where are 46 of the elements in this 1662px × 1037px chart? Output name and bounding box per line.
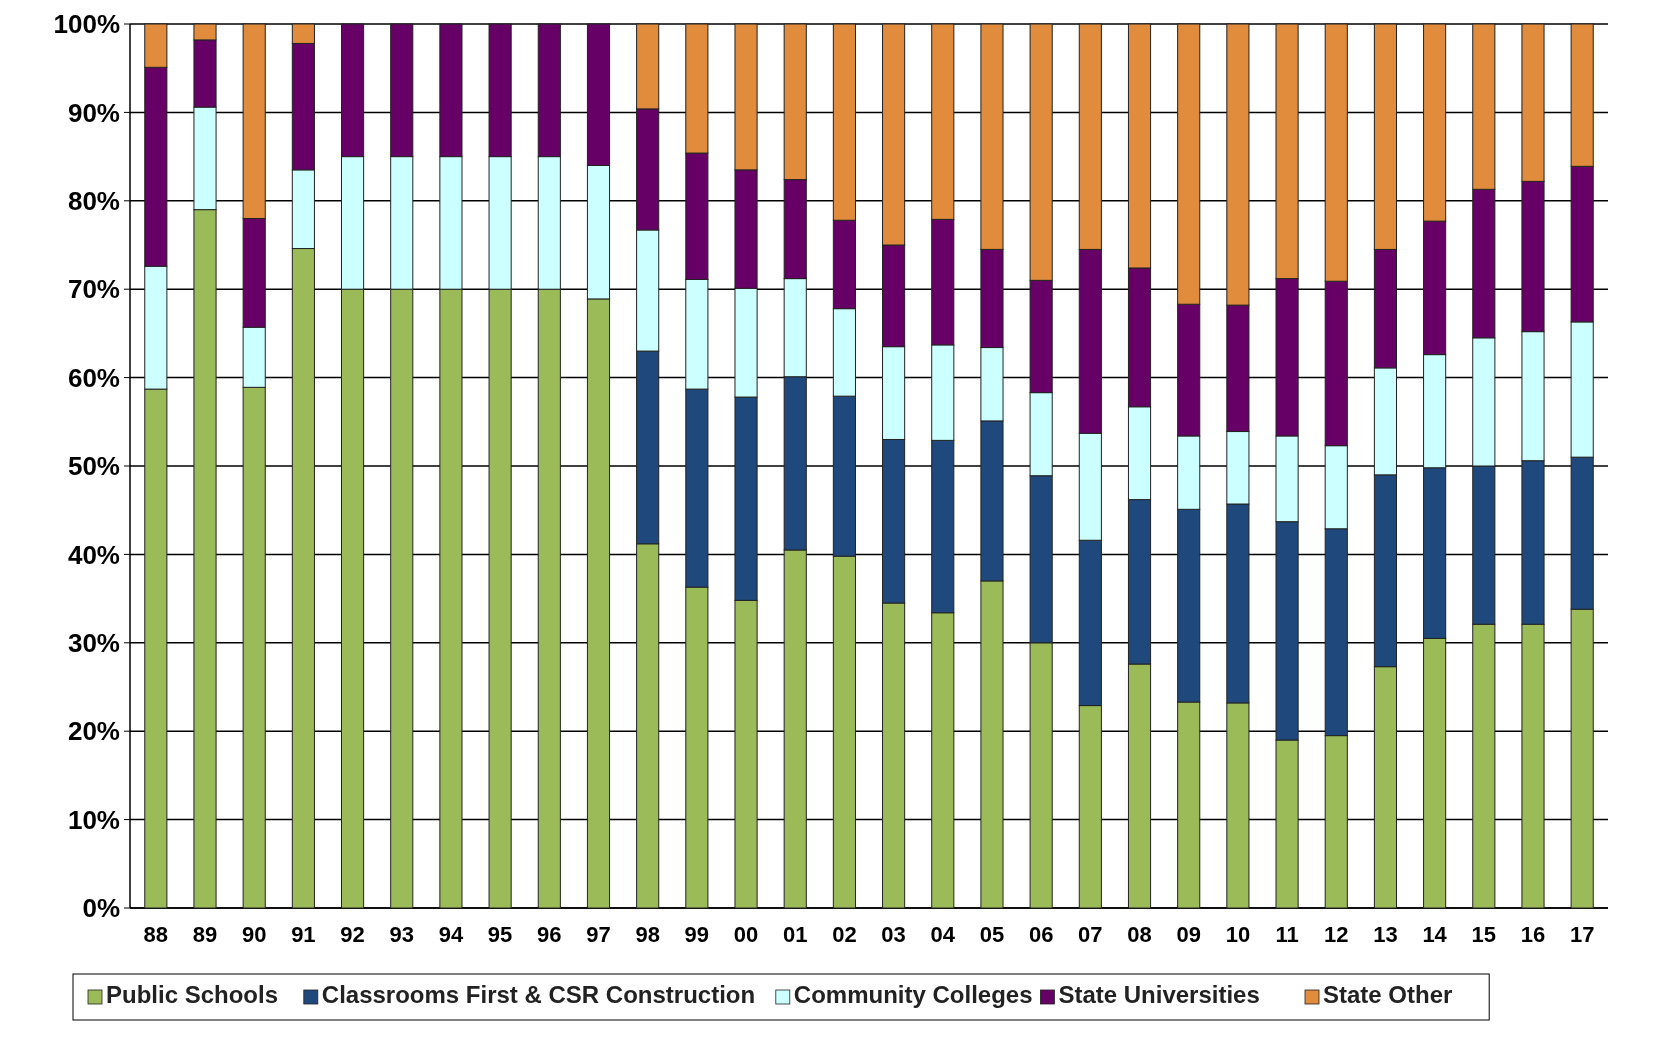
x-tick-label: 95 [487, 922, 513, 947]
y-tick-label: 100% [53, 9, 120, 40]
legend-label: State Universities [1058, 981, 1260, 1008]
x-tick-label: 17 [1569, 922, 1595, 947]
x-tick-label: 12 [1324, 922, 1349, 947]
y-tick-label: 60% [67, 362, 120, 393]
x-tick-label: 06 [1028, 922, 1054, 947]
y-tick-label: 0% [82, 893, 120, 924]
x-tick-label: 97 [586, 922, 611, 947]
x-tick-label: 03 [881, 922, 906, 947]
y-tick-label: 90% [67, 97, 120, 128]
y-tick-label: 80% [67, 185, 120, 216]
x-tick-label: 90 [241, 922, 267, 947]
x-tick-label: 09 [1176, 922, 1201, 947]
x-tick-label: 93 [389, 922, 414, 947]
x-tick-label: 88 [143, 922, 169, 947]
y-tick-label: 20% [67, 716, 120, 747]
x-tick-label: 89 [192, 922, 218, 947]
legend-label: Community Colleges [793, 981, 1033, 1008]
legend-label: State Other [1323, 981, 1453, 1008]
y-tick-label: 40% [67, 539, 120, 570]
x-tick-label: 05 [979, 922, 1005, 947]
x-tick-label: 04 [930, 922, 956, 947]
x-tick-label: 10 [1225, 922, 1251, 947]
y-tick-label: 30% [67, 627, 120, 658]
y-tick-label: 10% [67, 804, 120, 835]
x-tick-label: 98 [635, 922, 660, 947]
x-tick-label: 99 [684, 922, 710, 947]
y-tick-label: 70% [67, 274, 120, 305]
x-tick-label: 00 [733, 922, 759, 947]
x-tick-label: 96 [537, 922, 562, 947]
x-tick-label: 02 [832, 922, 857, 947]
x-tick-label: 91 [291, 922, 316, 947]
x-tick-label: 14 [1422, 922, 1448, 947]
y-tick-label: 50% [67, 451, 120, 482]
x-tick-label: 16 [1520, 922, 1546, 947]
x-tick-label: 07 [1078, 922, 1103, 947]
x-tick-label: 11 [1275, 922, 1299, 947]
x-tick-label: 15 [1471, 922, 1497, 947]
x-tick-label: 13 [1373, 922, 1398, 947]
legend-label: Public Schools [106, 981, 279, 1008]
x-tick-label: 01 [782, 922, 808, 947]
x-tick-label: 94 [438, 922, 464, 947]
x-tick-label: 92 [340, 922, 365, 947]
x-tick-label: 08 [1127, 922, 1152, 947]
legend-label: Classrooms First & CSR Construction [321, 981, 756, 1008]
